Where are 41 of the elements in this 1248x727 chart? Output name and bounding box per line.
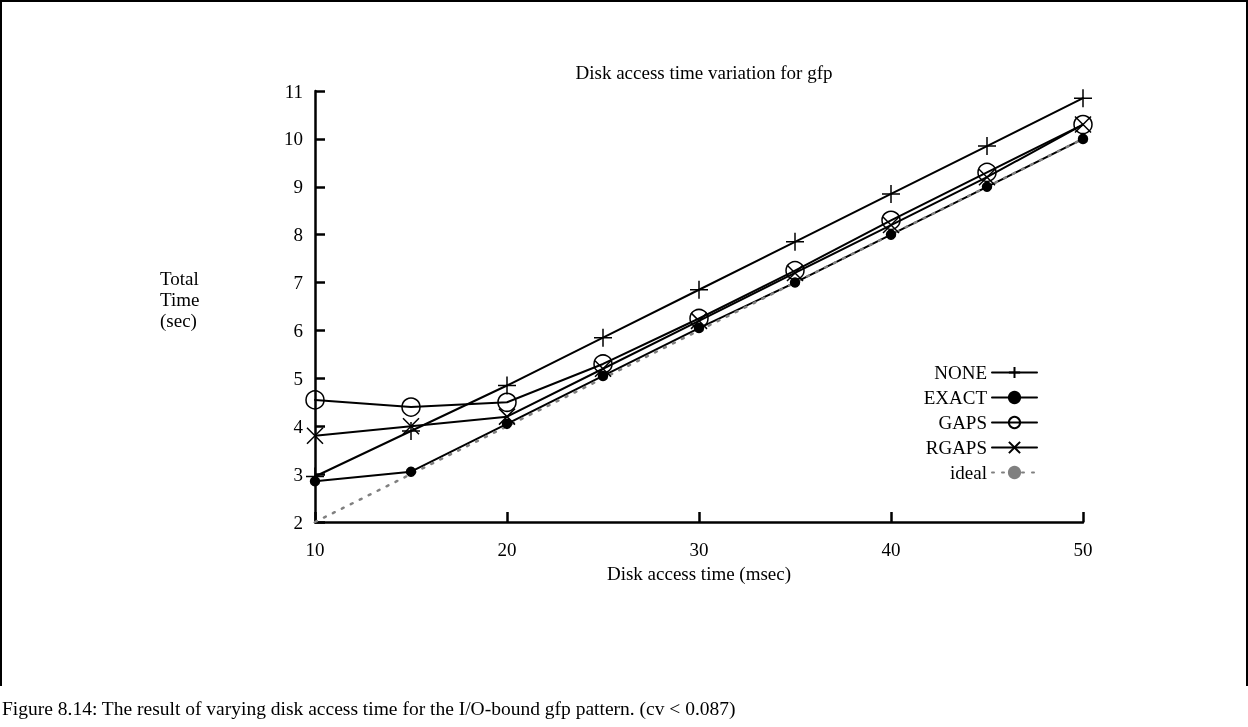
y-tick-label: 6: [293, 319, 303, 341]
point: [594, 360, 612, 378]
x-axis-title: Disk access time (msec): [606, 562, 792, 585]
point: [978, 168, 996, 186]
legend-label: RGAPS: [925, 437, 987, 458]
point: [405, 466, 417, 477]
point: [402, 417, 420, 435]
point: [1077, 133, 1089, 145]
point: [981, 181, 993, 193]
point: [306, 427, 324, 445]
legend-label: GAPS: [938, 412, 987, 433]
legend-label: ideal: [950, 462, 987, 483]
point: [885, 229, 897, 240]
y-tick-label: 10: [284, 128, 303, 150]
x-tick-label: 50: [1073, 539, 1093, 560]
y-tick-label: 11: [284, 80, 303, 102]
point: [501, 418, 513, 430]
y-tick-label: 5: [293, 367, 303, 389]
legend-label: EXACT: [923, 387, 988, 408]
y-tick-label: 8: [293, 224, 303, 246]
point: [881, 210, 901, 231]
y-tick-label: 7: [293, 272, 303, 294]
point: [882, 216, 900, 234]
x-tick-label: 40: [881, 539, 901, 560]
x-tick-label: 20: [497, 539, 517, 560]
point: [309, 476, 321, 487]
caption: Figure 8.14: The result of varying disk access time for the I/O-bound gfp pattern. (cv < 0.087): [2, 698, 736, 720]
y-tick-label: 9: [293, 176, 303, 198]
point: [977, 162, 997, 183]
legend-label: NONE: [934, 362, 987, 383]
y-axis-title: Total Time (sec): [160, 268, 200, 332]
x-tick-label: 30: [689, 539, 709, 560]
y-tick-label: 2: [293, 511, 303, 533]
point: [305, 390, 325, 410]
point: [593, 354, 613, 374]
point: [497, 392, 517, 413]
chart-title: Disk access time variation for gfp: [575, 62, 833, 83]
y-tick-label: 4: [293, 415, 304, 437]
point: [401, 397, 421, 417]
point: [498, 407, 516, 426]
y-tick-label: 3: [293, 463, 303, 485]
